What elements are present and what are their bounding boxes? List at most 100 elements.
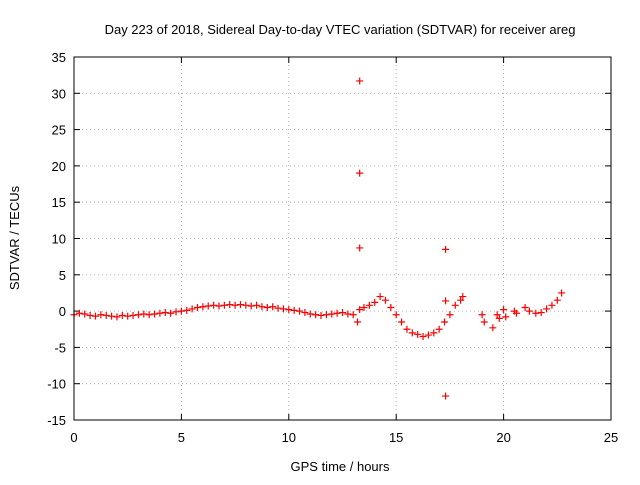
data-point <box>344 310 352 318</box>
data-point <box>457 296 465 304</box>
data-point <box>543 305 551 313</box>
data-point <box>296 307 304 315</box>
data-point <box>408 329 416 337</box>
data-point <box>521 303 529 311</box>
data-point <box>167 309 175 317</box>
data-point <box>387 303 395 311</box>
data-point <box>108 312 116 320</box>
data-point <box>480 318 488 326</box>
plot-frame <box>73 56 612 421</box>
y-tick-label: 15 <box>52 195 66 210</box>
data-point <box>354 318 362 326</box>
data-point <box>360 303 368 311</box>
y-tick-label: -10 <box>47 377 66 392</box>
data-point <box>290 306 298 314</box>
data-point <box>435 325 443 333</box>
data-point <box>532 309 540 317</box>
data-point <box>356 77 364 85</box>
data-point <box>247 302 255 310</box>
data-point <box>91 312 99 320</box>
data-point <box>140 310 148 318</box>
data-point <box>317 311 325 319</box>
x-tick-label: 5 <box>178 430 185 445</box>
y-tick-label: -5 <box>54 340 66 355</box>
data-point <box>441 318 449 326</box>
data-point <box>403 325 411 333</box>
y-tick-label: 0 <box>59 304 66 319</box>
data-point <box>459 293 467 301</box>
data-point <box>177 307 185 315</box>
axis-ticks: 0 5 10 15 20 25 -15 -10 -5 0 5 10 15 20 25 30 35 <box>47 50 618 445</box>
grid <box>74 57 611 420</box>
data-point <box>145 311 153 319</box>
data-point <box>512 309 520 317</box>
data-point <box>371 298 379 306</box>
data-point <box>356 244 364 252</box>
data-point <box>548 301 556 309</box>
data-point <box>113 313 121 321</box>
data-point <box>442 297 450 305</box>
data-point <box>188 305 196 313</box>
chart-title: Day 223 of 2018, Sidereal Day-to-day VTE… <box>105 22 576 37</box>
y-axis-label: SDTVAR / TECUs <box>7 185 22 290</box>
data-point <box>258 303 266 311</box>
data-point <box>451 301 459 309</box>
data-point <box>204 302 212 310</box>
data-point <box>398 318 406 326</box>
data-point <box>339 309 346 317</box>
data-point <box>81 310 89 318</box>
data-point <box>537 309 545 317</box>
data-point <box>502 313 510 321</box>
data-point <box>349 311 357 319</box>
data-point <box>356 306 364 314</box>
data-point <box>129 311 137 319</box>
y-tick-label: 5 <box>59 268 66 283</box>
x-tick-label: 10 <box>282 430 296 445</box>
data-point <box>553 296 561 304</box>
x-tick-label: 15 <box>389 430 403 445</box>
data-point <box>156 309 164 317</box>
data-point <box>215 302 223 310</box>
data-point <box>328 310 336 318</box>
x-tick-label: 20 <box>496 430 510 445</box>
data-point <box>124 312 132 320</box>
data-point <box>183 306 191 314</box>
data-point <box>414 330 422 338</box>
data-point <box>102 311 110 319</box>
data-point <box>430 329 438 337</box>
data-point <box>134 311 142 319</box>
x-tick-label: 25 <box>604 430 618 445</box>
y-tick-label: -15 <box>47 413 66 428</box>
data-point <box>274 304 282 312</box>
y-tick-label: 10 <box>52 232 66 247</box>
data-point <box>118 311 126 319</box>
data-point <box>376 293 384 301</box>
data-point <box>356 169 364 177</box>
data-point <box>97 311 105 319</box>
data-point <box>365 301 373 309</box>
data-point <box>269 303 277 311</box>
x-axis-label: GPS time / hours <box>291 459 390 474</box>
data-point <box>253 301 261 309</box>
data-point <box>231 301 239 309</box>
data-point <box>172 308 180 316</box>
x-tick-label: 0 <box>70 430 77 445</box>
data-point <box>236 301 244 309</box>
data-point <box>493 311 501 319</box>
data-point <box>442 245 450 253</box>
data-point <box>322 311 330 319</box>
data-point <box>442 392 450 400</box>
y-tick-label: 30 <box>52 86 66 101</box>
data-point <box>226 301 234 309</box>
data-point <box>478 311 486 319</box>
data-point <box>500 306 508 314</box>
data-point <box>210 301 218 309</box>
data-point <box>392 311 400 319</box>
y-tick-label: 25 <box>52 123 66 138</box>
data-point <box>75 309 83 317</box>
data-point <box>333 309 341 317</box>
data-point <box>306 310 314 318</box>
y-tick-label: 20 <box>52 159 66 174</box>
